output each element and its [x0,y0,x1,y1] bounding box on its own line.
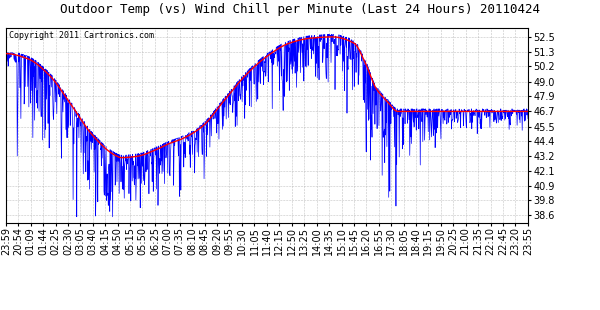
Text: Copyright 2011 Cartronics.com: Copyright 2011 Cartronics.com [8,31,154,40]
Text: Outdoor Temp (vs) Wind Chill per Minute (Last 24 Hours) 20110424: Outdoor Temp (vs) Wind Chill per Minute … [60,3,540,16]
